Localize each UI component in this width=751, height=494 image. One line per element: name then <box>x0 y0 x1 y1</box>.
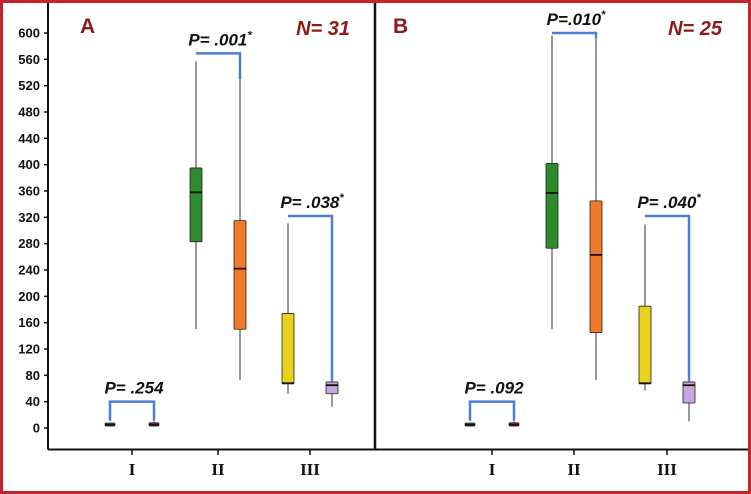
y-tick-label: 160 <box>18 315 40 330</box>
y-tick-label: 520 <box>18 78 40 93</box>
p-value-label: P= .038* <box>280 192 344 212</box>
p-value-text: P= .001 <box>188 30 247 49</box>
comparison-bracket <box>468 400 516 421</box>
y-tick-label: 240 <box>18 263 40 278</box>
y-tick-label: 400 <box>18 157 40 172</box>
p-value-text: P= .038 <box>280 193 340 212</box>
p-value-label: P=.010* <box>547 9 606 29</box>
box-ii-right <box>233 220 247 330</box>
p-value-text: P= .092 <box>464 379 524 398</box>
panel-letter: A <box>80 15 95 38</box>
p-value-label: P= .092 <box>464 379 524 398</box>
p-value-label: P= .254 <box>104 379 164 398</box>
box-iii-right <box>682 381 696 404</box>
p-value-text: P= .040 <box>637 193 697 212</box>
box-iii-right <box>325 381 339 395</box>
y-tick-label: 80 <box>26 368 40 383</box>
category-label: I <box>489 460 496 479</box>
significance-star: * <box>601 9 606 21</box>
y-tick-label: 480 <box>18 105 40 120</box>
sample-size-label: N= 31 <box>296 18 350 40</box>
p-value-text: P=.010 <box>547 10 602 29</box>
p-value-text: P= .254 <box>104 379 164 398</box>
y-tick-label: 600 <box>18 26 40 41</box>
category-label: II <box>211 460 225 479</box>
significance-star: * <box>696 192 701 204</box>
category-label: I <box>129 460 136 479</box>
y-tick-label: 120 <box>18 342 40 357</box>
box-ii-left <box>189 167 203 243</box>
comparison-bracket <box>645 214 691 381</box>
significance-star: * <box>339 192 344 204</box>
y-tick-label: 0 <box>33 421 40 436</box>
category-label: III <box>657 460 677 479</box>
y-tick-label: 320 <box>18 210 40 225</box>
sample-size-label: N= 25 <box>668 18 723 40</box>
category-label: II <box>567 460 581 479</box>
box-ii-right <box>589 200 603 333</box>
significance-star: * <box>247 29 252 41</box>
y-tick-label: 200 <box>18 289 40 304</box>
p-value-label: P= .040* <box>637 192 701 212</box>
comparison-bracket <box>288 214 334 381</box>
category-label: III <box>300 460 320 479</box>
panel-letter: B <box>393 15 408 38</box>
y-tick-label: 360 <box>18 184 40 199</box>
comparison-bracket <box>196 52 242 80</box>
box-iii-left <box>281 313 295 385</box>
p-value-label: P= .001* <box>188 29 252 49</box>
comparison-bracket <box>552 31 598 39</box>
y-tick-label: 40 <box>26 394 40 409</box>
y-tick-label: 440 <box>18 131 40 146</box>
y-tick-label: 280 <box>18 236 40 251</box>
y-tick-label: 560 <box>18 52 40 67</box>
box-ii-left <box>545 162 559 249</box>
box-iii-left <box>638 305 652 385</box>
comparison-bracket <box>108 400 156 421</box>
